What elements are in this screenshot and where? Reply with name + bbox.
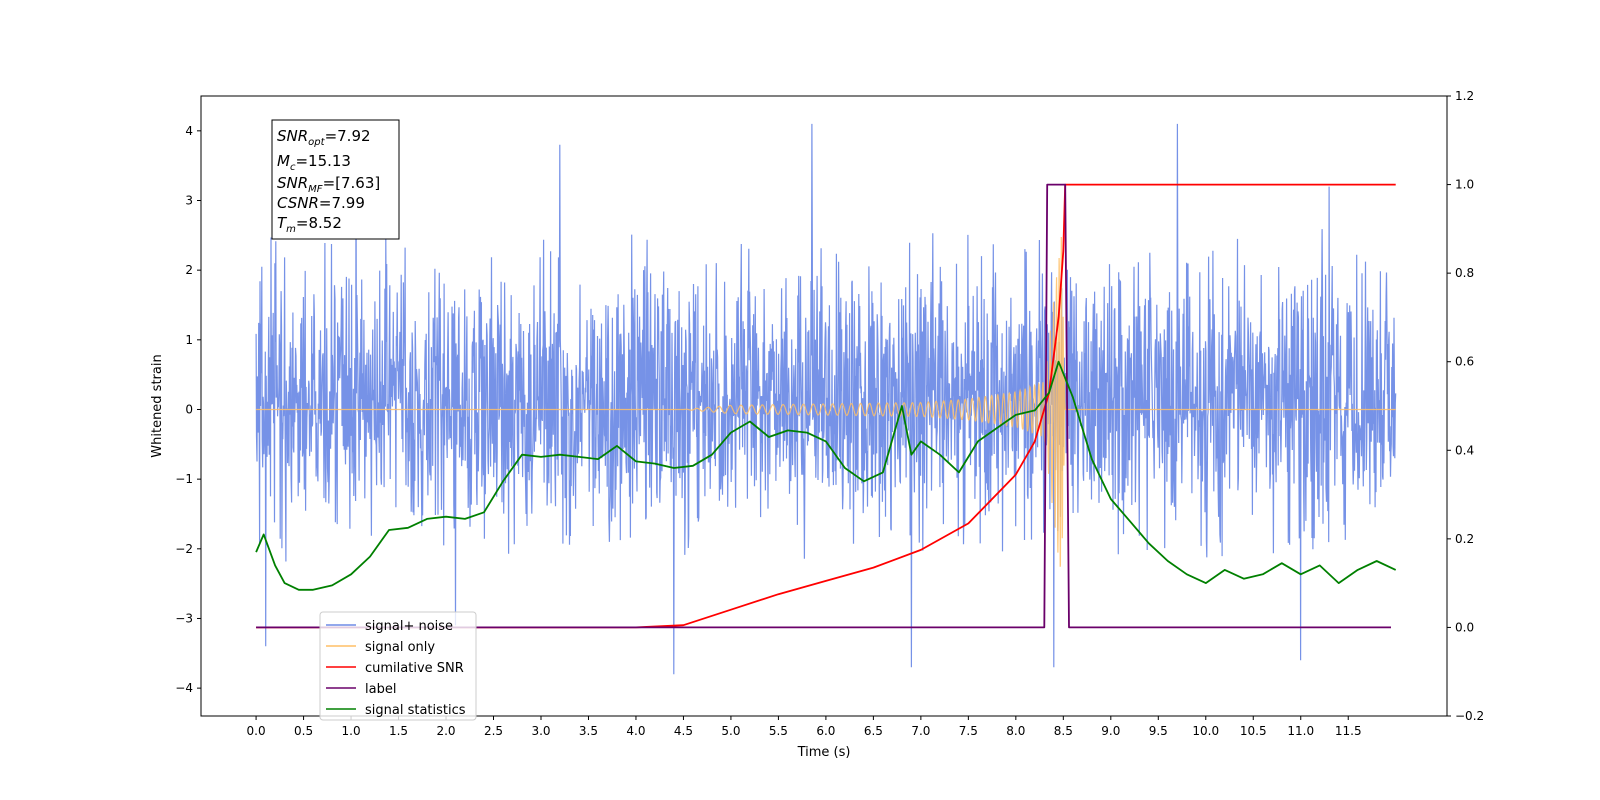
x-tick-label: 1.5 [389,724,408,738]
x-tick-label: 8.0 [1006,724,1025,738]
x-tick-label: 3.5 [579,724,598,738]
info-box: SNRopt=7.92 Mc=15.13 SNRMF=[7.63] CSNR=7… [271,119,400,240]
x-tick-label: 2.0 [436,724,455,738]
plot-frame [200,95,1448,717]
legend-item-signal-only: signal only [326,640,435,655]
info-tm-base: T [277,214,288,232]
x-tick-label: 5.5 [769,724,788,738]
info-snr-mf-value: =[7.63] [323,174,381,192]
legend-item-signal-noise: signal+ noise [326,619,453,634]
y-tick-label: −3 [175,611,193,625]
x-tick-label: 9.0 [1101,724,1120,738]
info-mc-sub: c [290,162,296,173]
y2-tick-label: 1.2 [1455,89,1474,103]
info-snr-mf-base: SNR [277,174,308,192]
legend-label-signal-statistics: signal statistics [365,703,466,718]
info-tm-sub: m [286,224,296,235]
y2-tick-label: −0.2 [1455,709,1484,723]
x-tick-label: 4.0 [626,724,645,738]
info-csnr-value: =7.99 [319,194,365,212]
x-tick-label: 4.5 [674,724,693,738]
plot-series-layer [255,123,1397,675]
x-tick-label: 8.5 [1054,724,1073,738]
y2-tick-label: 0.2 [1455,532,1474,546]
legend-item-signal-statistics: signal statistics [326,703,466,718]
y-axis-label: Whitened strain [150,354,165,457]
x-tick-label: 6.0 [816,724,835,738]
x-tick-label: 11.0 [1287,724,1314,738]
info-snr-opt: SNRopt=7.92 [277,127,371,148]
legend-label-signal-only: signal only [365,640,435,655]
x-tick-label: 3.0 [531,724,550,738]
y2-tick-label: 0.4 [1455,443,1474,457]
x-tick-label: 5.0 [721,724,740,738]
series-cumulative-snr [256,183,1396,629]
y2-tick-label: 1.0 [1455,178,1474,192]
x-tick-label: 10.5 [1240,724,1267,738]
y-tick-label: 3 [185,193,193,207]
y2-tick-label: 0.8 [1455,266,1474,280]
info-mc: Mc=15.13 [277,152,351,173]
info-tm-value: =8.52 [296,214,342,232]
y-tick-label: −1 [175,472,193,486]
info-snr-opt-base: SNR [277,127,308,145]
x-tick-label: 0.0 [247,724,266,738]
y2-tick-label: 0.0 [1455,620,1474,634]
legend-item-cumulative-snr: cumilative SNR [326,661,464,676]
series-label [256,183,1391,629]
y-tick-label: −4 [175,681,193,695]
y-tick-label: 4 [185,124,193,138]
info-snr-opt-sub: opt [308,137,325,148]
x-axis-label: Time (s) [797,745,851,760]
series-signal-statistics [255,360,1397,591]
y-tick-label: 0 [185,402,193,416]
legend-frame [319,611,477,721]
legend-item-label: label [326,682,396,697]
info-snr-mf-sub: MF [308,184,323,195]
info-mc-base: M [277,152,290,170]
series-signal-noise [255,123,1397,675]
info-box-frame [271,119,400,240]
x-tick-label: 7.5 [959,724,978,738]
info-csnr: CSNR=7.99 [277,194,365,212]
info-snr-opt-value: =7.92 [325,127,371,145]
info-mc-value: =15.13 [295,152,351,170]
legend-label-signal-noise: signal+ noise [365,619,453,634]
y2-tick-label: 0.6 [1455,355,1474,369]
legend: signal+ noise signal only cumilative SNR… [319,611,477,721]
series-signal-only [256,236,1396,567]
x-tick-label: 6.5 [864,724,883,738]
y-tick-label: 1 [185,333,193,347]
x-tick-label: 10.0 [1192,724,1219,738]
x-tick-label: 7.0 [911,724,930,738]
info-tm: Tm=8.52 [277,214,342,235]
x-tick-label: 9.5 [1149,724,1168,738]
x-tick-label: 0.5 [294,724,313,738]
legend-label-label: label [365,682,396,697]
x-tick-label: 11.5 [1335,724,1362,738]
x-tick-label: 1.0 [342,724,361,738]
legend-label-cumulative-snr: cumilative SNR [365,661,464,676]
y-tick-label: −2 [175,542,193,556]
y-tick-label: 2 [185,263,193,277]
x-tick-label: 2.5 [484,724,503,738]
axes-layer: 0.0 0.5 1.0 1.5 2.0 2.5 3.0 3.5 4.0 4.5 5.0 5.5 6.0 6… [175,89,1484,738]
info-snr-mf: SNRMF=[7.63] [277,174,380,195]
info-csnr-base: CSNR [277,194,319,212]
